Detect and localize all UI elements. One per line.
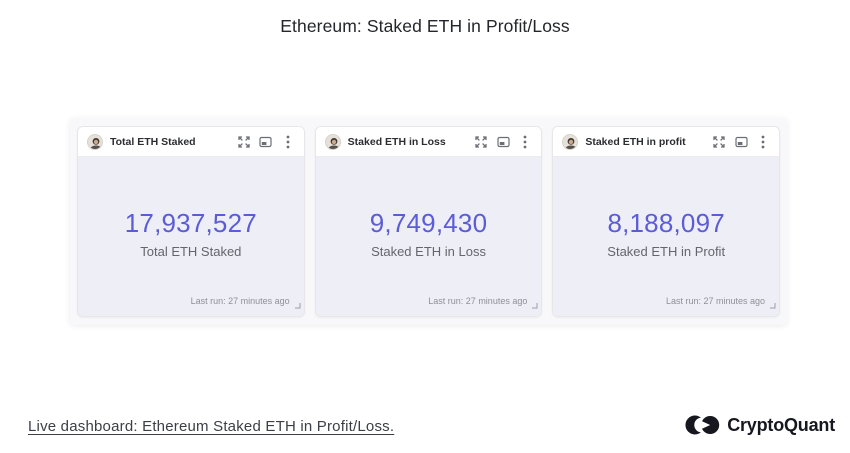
metric-value: 8,188,097 (607, 208, 725, 238)
resize-handle-icon[interactable] (531, 296, 538, 314)
card-header: Total ETH Staked (78, 127, 304, 157)
card-actions (237, 135, 295, 149)
card-staked-eth-in-loss: Staked ETH in Loss (314, 126, 543, 317)
card-body: 8,188,097 Staked ETH in Profit Last run:… (553, 157, 780, 316)
last-run-timestamp: Last run: 27 minutes ago (428, 296, 528, 306)
resize-handle-icon[interactable] (769, 296, 776, 314)
dashboard-panel: Total ETH Staked (70, 118, 787, 325)
resize-handle-icon[interactable] (294, 296, 301, 314)
picture-in-picture-icon[interactable] (259, 135, 273, 149)
card-body: 9,749,430 Staked ETH in Loss Last run: 2… (315, 157, 542, 316)
metric-label: Staked ETH in Profit (607, 244, 726, 259)
card-body: 17,937,527 Total ETH Staked Last run: 27… (78, 157, 304, 316)
card-title: Staked ETH in Loss (347, 135, 446, 148)
picture-in-picture-icon[interactable] (496, 135, 510, 149)
cryptoquant-logo-icon (685, 415, 720, 435)
card-header: Staked ETH in Loss (315, 127, 542, 157)
expand-icon[interactable] (237, 135, 251, 149)
card-actions (474, 135, 532, 149)
kebab-menu-icon[interactable] (518, 135, 532, 149)
metric-value: 9,749,430 (369, 208, 488, 238)
card-staked-eth-in-profit: Staked ETH in profit (552, 126, 781, 317)
metric-value: 17,937,527 (124, 208, 257, 238)
card-title: Total ETH Staked (110, 135, 196, 148)
brand-name: CryptoQuant (727, 414, 835, 435)
kebab-menu-icon[interactable] (756, 135, 770, 149)
card-header: Staked ETH in profit (553, 127, 780, 157)
last-run-timestamp: Last run: 27 minutes ago (665, 296, 766, 306)
card-title: Staked ETH in profit (585, 135, 686, 148)
expand-icon[interactable] (474, 135, 488, 149)
metric-label: Total ETH Staked (140, 244, 242, 259)
avatar (562, 133, 579, 150)
picture-in-picture-icon[interactable] (734, 135, 748, 149)
avatar (324, 133, 341, 150)
live-dashboard-link[interactable]: Live dashboard: Ethereum Staked ETH in P… (28, 418, 395, 435)
metric-label: Staked ETH in Loss (371, 244, 486, 259)
card-actions (712, 135, 770, 149)
card-total-eth-staked: Total ETH Staked (77, 126, 305, 317)
cryptoquant-brand: CryptoQuant (685, 413, 835, 437)
avatar (87, 133, 103, 150)
kebab-menu-icon[interactable] (281, 135, 295, 149)
page-title: Ethereum: Staked ETH in Profit/Loss (280, 16, 570, 36)
last-run-timestamp: Last run: 27 minutes ago (190, 296, 290, 306)
expand-icon[interactable] (712, 135, 726, 149)
